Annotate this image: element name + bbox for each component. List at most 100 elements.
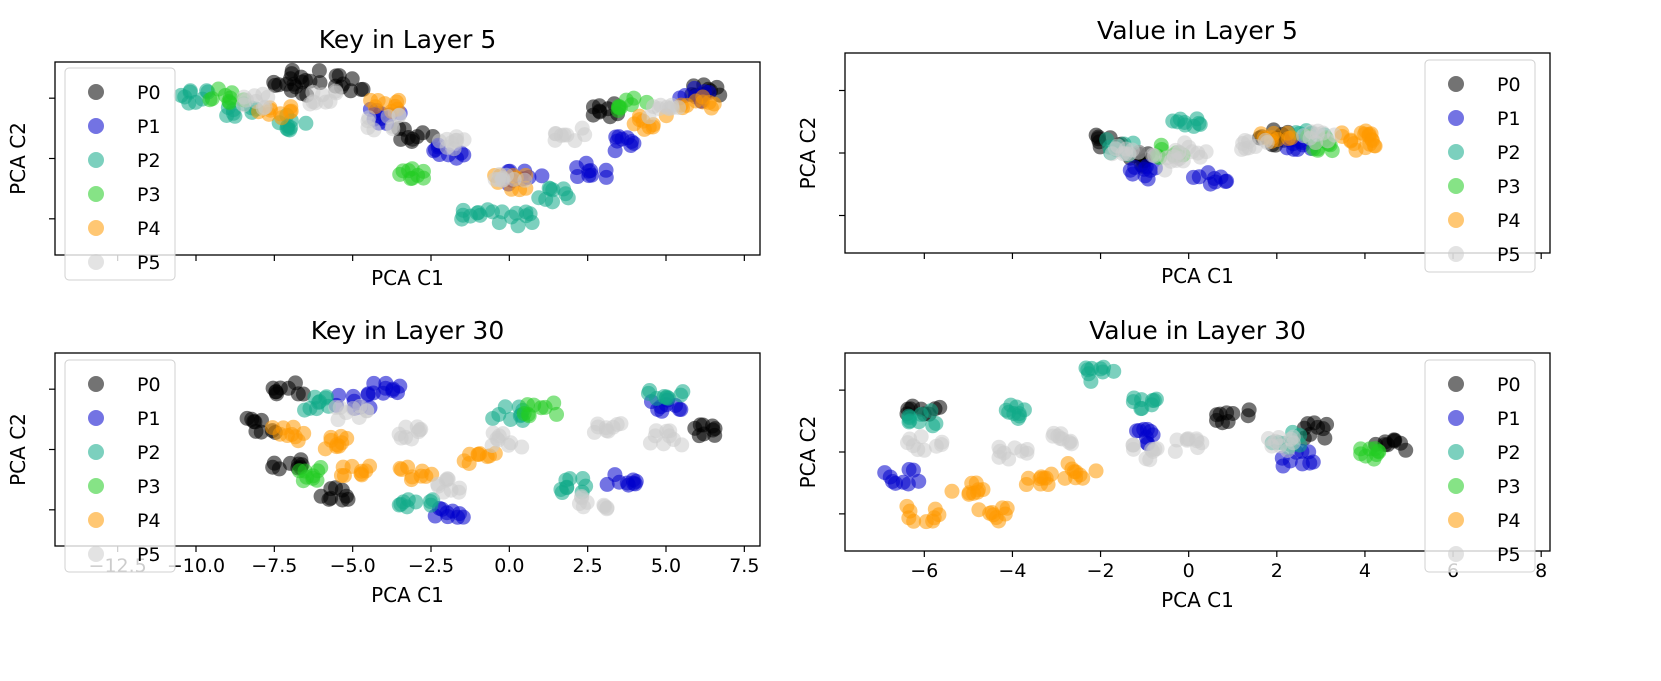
point-P3 bbox=[1153, 137, 1169, 153]
legend-marker-P0 bbox=[88, 84, 104, 100]
point-P2 bbox=[508, 205, 524, 221]
point-P5 bbox=[674, 437, 690, 453]
point-P4 bbox=[472, 446, 488, 462]
chart-title: Value in Layer 30 bbox=[1089, 316, 1306, 345]
point-P4 bbox=[902, 503, 918, 519]
point-P3 bbox=[395, 163, 411, 179]
point-P3 bbox=[549, 406, 565, 422]
scatter-points bbox=[239, 375, 723, 525]
point-P3 bbox=[623, 97, 639, 113]
legend-marker-P1 bbox=[1448, 410, 1464, 426]
legend-label-P1: P1 bbox=[137, 408, 161, 430]
point-P1 bbox=[392, 378, 408, 394]
point-P4 bbox=[290, 433, 306, 449]
series-P5 bbox=[236, 83, 687, 188]
legend-marker-P2 bbox=[88, 152, 104, 168]
point-P5 bbox=[928, 438, 944, 454]
legend-label-P2: P2 bbox=[137, 150, 161, 172]
legend-label-P1: P1 bbox=[137, 116, 161, 138]
point-P0 bbox=[1319, 416, 1335, 432]
point-P4 bbox=[1018, 477, 1034, 493]
point-P1 bbox=[1143, 423, 1159, 439]
point-P1 bbox=[598, 169, 614, 185]
point-P5 bbox=[506, 171, 522, 187]
point-P3 bbox=[1353, 446, 1369, 462]
point-P5 bbox=[579, 494, 595, 510]
legend-label-P1: P1 bbox=[1497, 108, 1521, 130]
point-P4 bbox=[688, 93, 704, 109]
point-P3 bbox=[1366, 451, 1382, 467]
point-P4 bbox=[275, 420, 291, 436]
point-P4 bbox=[944, 483, 960, 499]
point-P5 bbox=[385, 121, 401, 137]
point-P2 bbox=[280, 121, 296, 137]
legend-label-P5: P5 bbox=[137, 544, 161, 566]
x-tick-label: 2 bbox=[1271, 560, 1283, 582]
legend-label-P4: P4 bbox=[137, 510, 161, 532]
point-P0 bbox=[1317, 430, 1333, 446]
point-P5 bbox=[1014, 443, 1030, 459]
point-P5 bbox=[1259, 135, 1275, 151]
x-tick-label: −2 bbox=[1087, 560, 1115, 582]
point-P2 bbox=[531, 190, 547, 206]
point-P2 bbox=[649, 390, 665, 406]
point-P5 bbox=[305, 94, 321, 110]
point-P4 bbox=[1033, 476, 1049, 492]
series-P4 bbox=[899, 455, 1104, 530]
legend-marker-P3 bbox=[88, 478, 104, 494]
legend: P0 P1 P2 P3 P4 P5 bbox=[64, 67, 176, 281]
point-P0 bbox=[1240, 408, 1256, 424]
scatter-points bbox=[1088, 111, 1383, 192]
point-P1 bbox=[1122, 162, 1138, 178]
legend-marker-P4 bbox=[88, 220, 104, 236]
legend-label-P4: P4 bbox=[137, 218, 161, 240]
point-P5 bbox=[443, 135, 459, 151]
point-P1 bbox=[1302, 455, 1318, 471]
x-tick-label: −4 bbox=[998, 560, 1026, 582]
series-P1 bbox=[877, 421, 1321, 492]
legend-marker-P5 bbox=[88, 254, 104, 270]
point-P2 bbox=[1095, 364, 1111, 380]
x-tick-label: 0.0 bbox=[494, 555, 524, 577]
legend-marker-P5 bbox=[1448, 246, 1464, 262]
point-P5 bbox=[1142, 452, 1158, 468]
point-P1 bbox=[331, 387, 347, 403]
legend-label-P4: P4 bbox=[1497, 510, 1521, 532]
point-P1 bbox=[614, 131, 630, 147]
point-P1 bbox=[626, 475, 642, 491]
point-P5 bbox=[246, 88, 262, 104]
point-P2 bbox=[422, 493, 438, 509]
point-P5 bbox=[642, 435, 658, 451]
point-P1 bbox=[455, 509, 471, 525]
legend-marker-P2 bbox=[1448, 144, 1464, 160]
point-P1 bbox=[900, 476, 916, 492]
point-P1 bbox=[1136, 161, 1152, 177]
legend-label-P2: P2 bbox=[1497, 442, 1521, 464]
point-P5 bbox=[517, 172, 533, 188]
legend-marker-P1 bbox=[88, 118, 104, 134]
point-P4 bbox=[363, 92, 379, 108]
point-P4 bbox=[377, 96, 393, 112]
legend-label-P3: P3 bbox=[1497, 176, 1521, 198]
point-P0 bbox=[287, 375, 303, 391]
point-P2 bbox=[494, 204, 510, 220]
chart-title: Value in Layer 5 bbox=[1097, 16, 1298, 45]
series-P5 bbox=[328, 398, 690, 517]
point-P4 bbox=[1060, 455, 1076, 471]
legend-label-P0: P0 bbox=[137, 82, 161, 104]
point-P2 bbox=[925, 418, 941, 434]
point-P4 bbox=[1357, 140, 1373, 156]
point-P4 bbox=[354, 467, 370, 483]
point-P5 bbox=[393, 430, 409, 446]
point-P4 bbox=[1088, 463, 1104, 479]
legend-label-P5: P5 bbox=[1497, 244, 1521, 266]
point-P5 bbox=[1053, 426, 1069, 442]
point-P1 bbox=[607, 143, 623, 159]
point-P3 bbox=[537, 399, 553, 415]
point-P2 bbox=[1144, 397, 1160, 413]
point-P5 bbox=[1125, 437, 1141, 453]
x-tick-label: 2.5 bbox=[573, 555, 603, 577]
legend-label-P2: P2 bbox=[137, 442, 161, 464]
point-P5 bbox=[1326, 127, 1342, 143]
